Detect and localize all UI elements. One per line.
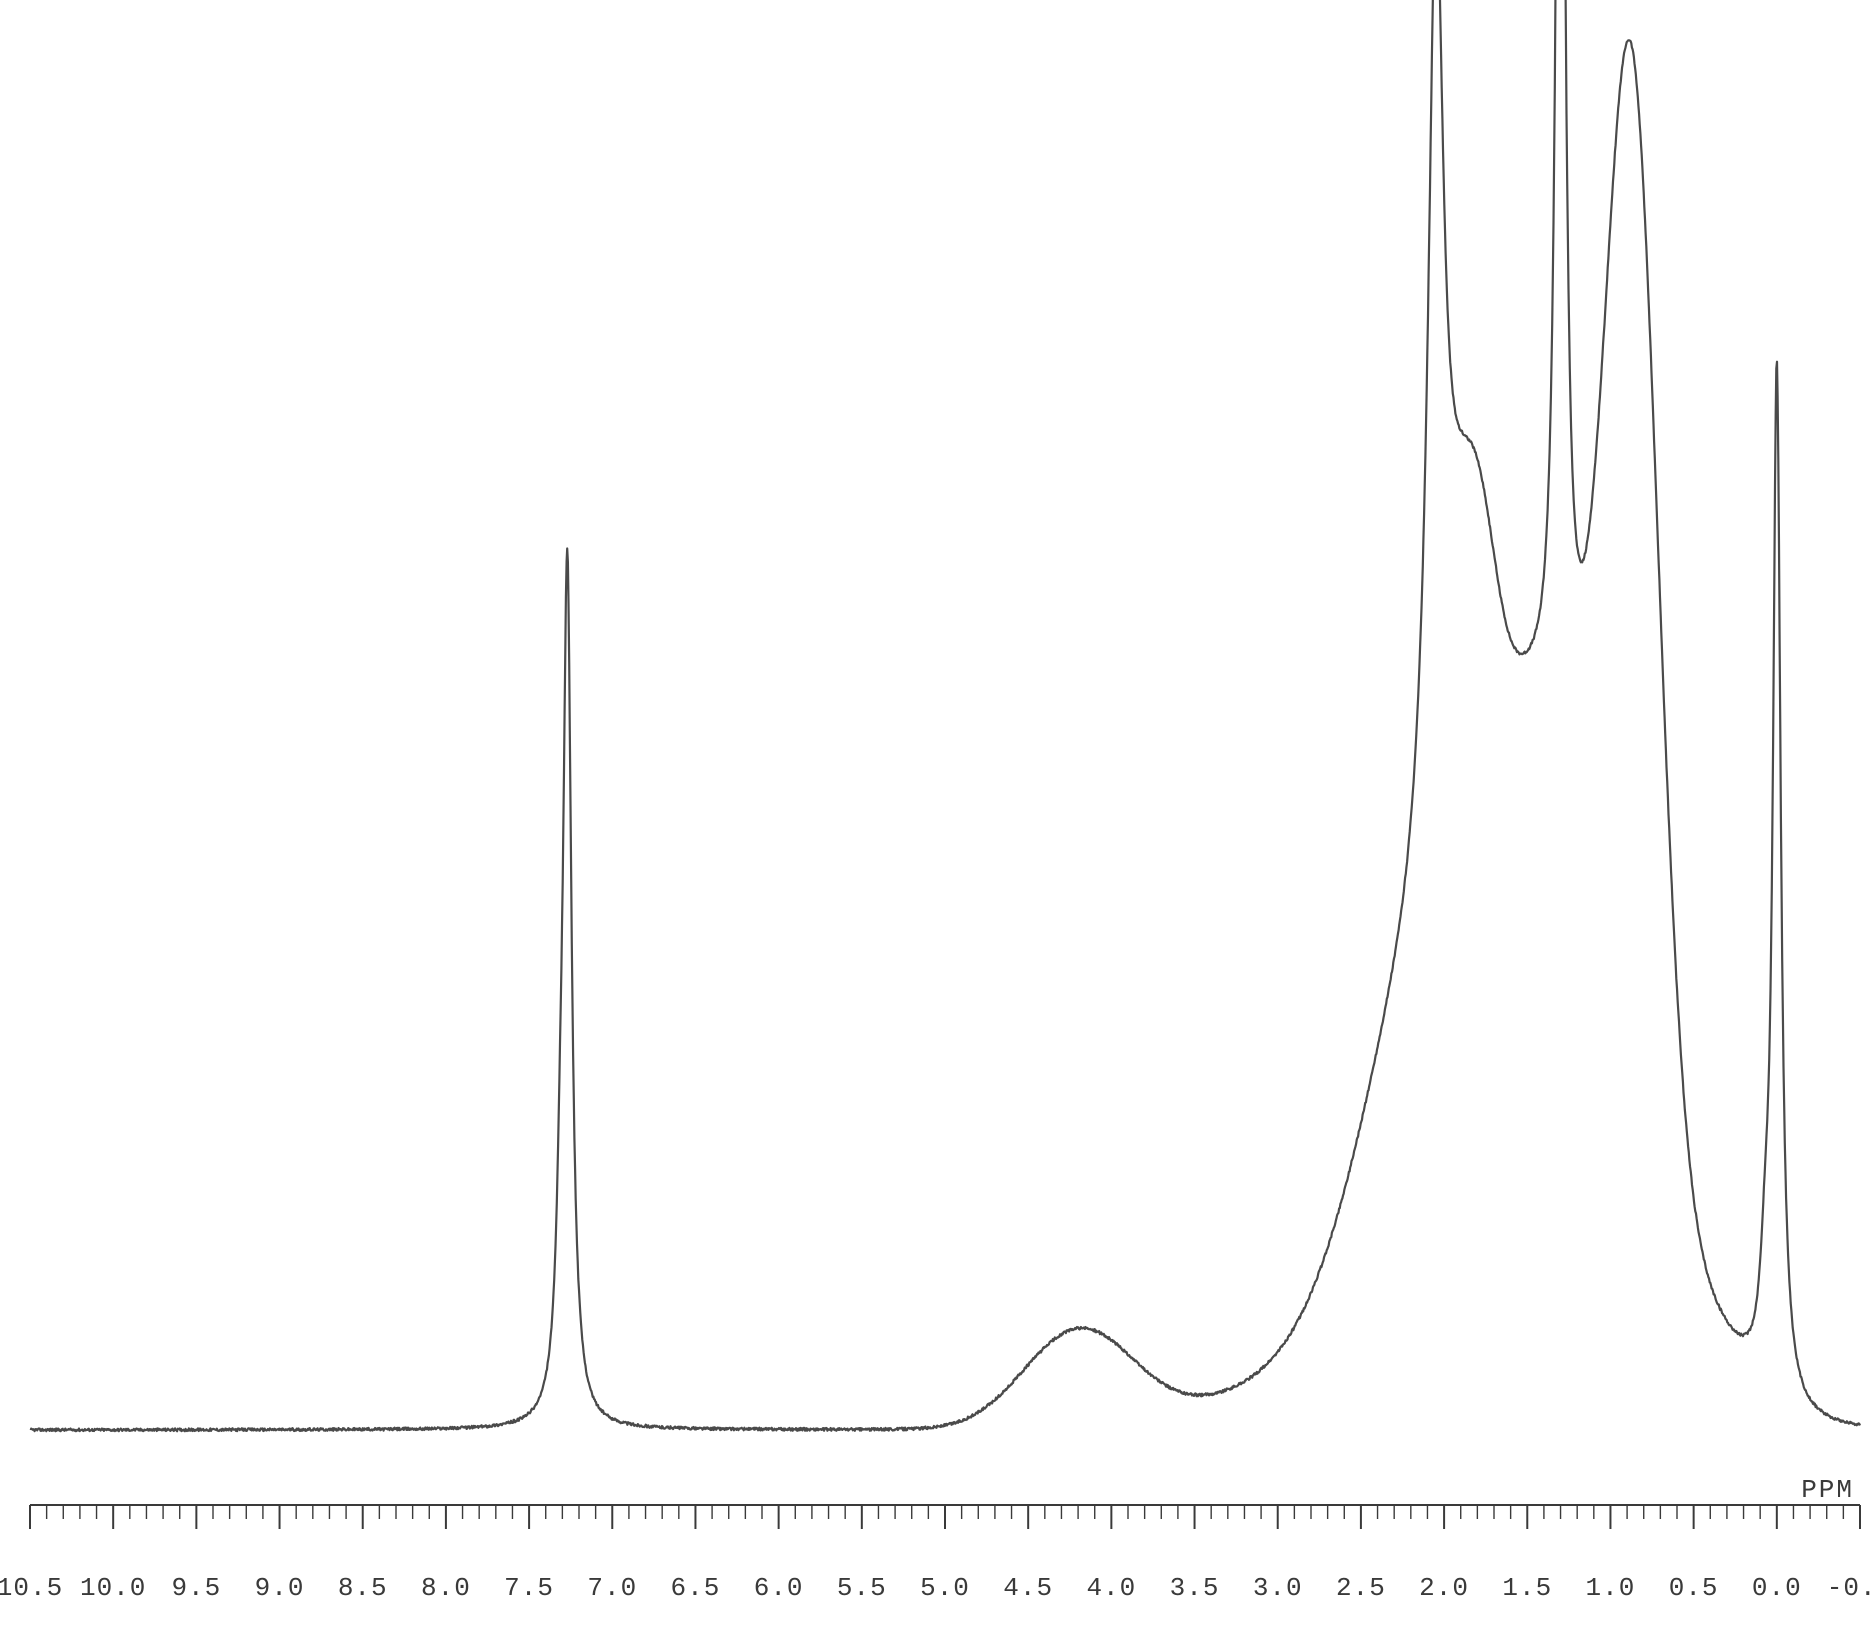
axis-unit-label: PPM	[1801, 1475, 1854, 1505]
axis-tick-label: 4.0	[1086, 1573, 1136, 1603]
axis-tick-label: 7.0	[587, 1573, 637, 1603]
axis-tick-label: 2.0	[1419, 1573, 1469, 1603]
axis-tick-label: 0.0	[1752, 1573, 1802, 1603]
axis-tick-label: 7.5	[504, 1573, 554, 1603]
axis-tick-label: 0.5	[1669, 1573, 1719, 1603]
axis-tick-label: 8.0	[421, 1573, 471, 1603]
spectrum-trace	[30, 0, 1860, 1431]
axis-tick-label: 5.5	[837, 1573, 887, 1603]
axis-tick-label: -0.5	[1827, 1573, 1872, 1603]
nmr-spectrum-chart: 10.5 10.0 9.5 9.0 8.5 8.0 7.5 7.0 6.5 6.0 5.5 5.0 4.…	[0, 0, 1872, 1647]
axis-tick-label: 6.0	[754, 1573, 804, 1603]
axis-tick-label: 10.5	[0, 1573, 63, 1603]
axis-tick-label: 9.0	[255, 1573, 305, 1603]
axis-tick-label: 1.5	[1502, 1573, 1552, 1603]
axis-tick-label: 10.0	[80, 1573, 146, 1603]
axis-tick-label: 9.5	[171, 1573, 221, 1603]
axis-tick-label: 5.0	[920, 1573, 970, 1603]
axis-tick-label: 4.5	[1003, 1573, 1053, 1603]
axis-tick-label: 2.5	[1336, 1573, 1386, 1603]
axis-tick-label: 1.0	[1586, 1573, 1636, 1603]
axis-tick-label: 3.5	[1170, 1573, 1220, 1603]
axis-tick-label: 6.5	[671, 1573, 721, 1603]
axis-tick-label: 3.0	[1253, 1573, 1303, 1603]
axis-tick-label: 8.5	[338, 1573, 388, 1603]
